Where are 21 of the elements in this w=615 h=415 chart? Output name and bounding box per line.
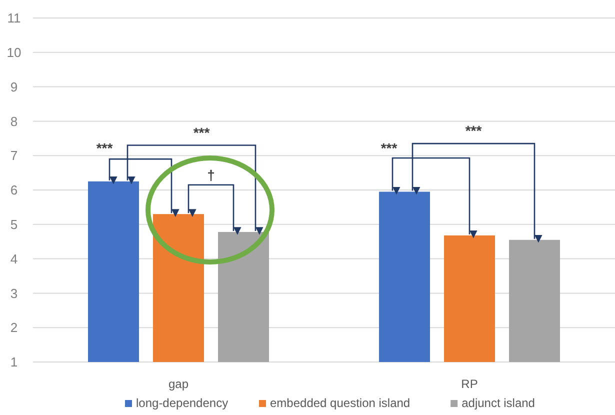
y-tick-label: 3 (10, 286, 18, 301)
y-tick-label: 2 (10, 320, 18, 336)
y-tick-label: 6 (10, 182, 18, 198)
legend-label: adjunct island (462, 396, 535, 410)
y-tick-label: 4 (10, 251, 18, 266)
y-tick-label: 11 (7, 10, 21, 26)
annotation: *** (380, 140, 398, 156)
legend-label: long-dependency (136, 396, 228, 410)
y-tick-label: 8 (10, 114, 18, 129)
annotation: † (207, 166, 215, 183)
legend-label: embedded question island (270, 396, 410, 410)
annotation: *** (193, 124, 210, 140)
annotation: *** (96, 140, 114, 156)
y-tick-label: 9 (10, 79, 18, 94)
y-tick-label: 10 (6, 44, 22, 60)
x-tick-label: RP (461, 377, 478, 391)
y-tick-label: 1 (10, 354, 18, 370)
y-tick-label: 5 (10, 216, 18, 232)
annotation: *** (465, 122, 482, 139)
y-tick-label: 7 (10, 148, 18, 164)
x-tick-label: gap (168, 377, 189, 391)
